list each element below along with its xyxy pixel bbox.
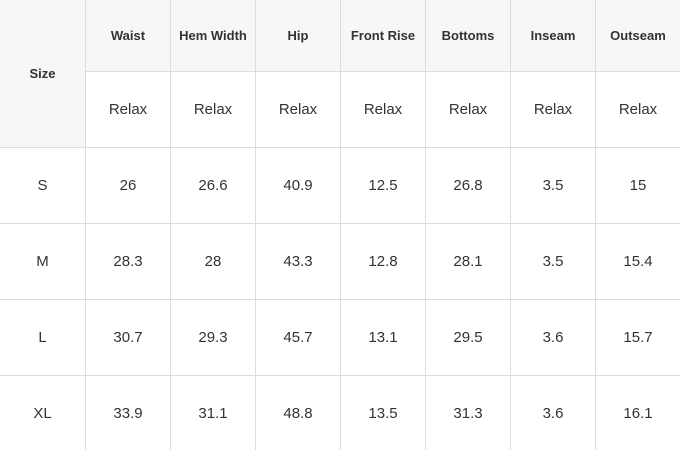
header-cell: Waist [85, 0, 171, 72]
data-cell: 13.1 [340, 299, 426, 376]
size-cell: S [0, 147, 86, 224]
header-cell: Size [0, 0, 86, 148]
data-cell: 15.4 [595, 223, 680, 300]
data-cell: 29.5 [425, 299, 511, 376]
data-cell: 26 [85, 147, 171, 224]
size-cell: XL [0, 375, 86, 450]
header-cell: Hem Width [170, 0, 256, 72]
header-cell: Bottoms [425, 0, 511, 72]
data-cell: 48.8 [255, 375, 341, 450]
data-cell: 33.9 [85, 375, 171, 450]
data-cell: 26.6 [170, 147, 256, 224]
data-row: L 30.7 29.3 45.7 13.1 29.5 3.6 15.7 [0, 299, 680, 376]
data-cell: 28.1 [425, 223, 511, 300]
data-cell: 31.1 [170, 375, 256, 450]
data-cell: 31.3 [425, 375, 511, 450]
data-cell: 29.3 [170, 299, 256, 376]
data-cell: 28 [170, 223, 256, 300]
data-row: M 28.3 28 43.3 12.8 28.1 3.5 15.4 [0, 223, 680, 300]
header-cell: Front Rise [340, 0, 426, 72]
data-cell: 43.3 [255, 223, 341, 300]
data-cell: 3.6 [510, 375, 596, 450]
data-cell: 16.1 [595, 375, 680, 450]
data-cell: 12.5 [340, 147, 426, 224]
data-cell: 3.5 [510, 147, 596, 224]
data-cell: 26.8 [425, 147, 511, 224]
subheader-cell: Relax [340, 71, 426, 148]
data-cell: 15 [595, 147, 680, 224]
size-cell: M [0, 223, 86, 300]
subheader-cell: Relax [510, 71, 596, 148]
header-cell: Hip [255, 0, 341, 72]
subheader-cell: Relax [425, 71, 511, 148]
data-row: XL 33.9 31.1 48.8 13.5 31.3 3.6 16.1 [0, 375, 680, 450]
data-cell: 3.6 [510, 299, 596, 376]
data-cell: 13.5 [340, 375, 426, 450]
data-cell: 15.7 [595, 299, 680, 376]
subheader-row: Relax Relax Relax Relax Relax Relax Relax [0, 71, 680, 148]
header-cell: Outseam [595, 0, 680, 72]
data-row: S 26 26.6 40.9 12.5 26.8 3.5 15 [0, 147, 680, 224]
data-cell: 28.3 [85, 223, 171, 300]
data-cell: 40.9 [255, 147, 341, 224]
subheader-cell: Relax [85, 71, 171, 148]
header-cell: Inseam [510, 0, 596, 72]
header-row: Size Waist Hem Width Hip Front Rise Bottoms In… [0, 0, 680, 148]
size-cell: L [0, 299, 86, 376]
data-cell: 45.7 [255, 299, 341, 376]
data-cell: 12.8 [340, 223, 426, 300]
subheader-cell: Relax [595, 71, 680, 148]
data-cell: 30.7 [85, 299, 171, 376]
data-cell: 3.5 [510, 223, 596, 300]
subheader-cell: Relax [170, 71, 256, 148]
subheader-cell: Relax [255, 71, 341, 148]
